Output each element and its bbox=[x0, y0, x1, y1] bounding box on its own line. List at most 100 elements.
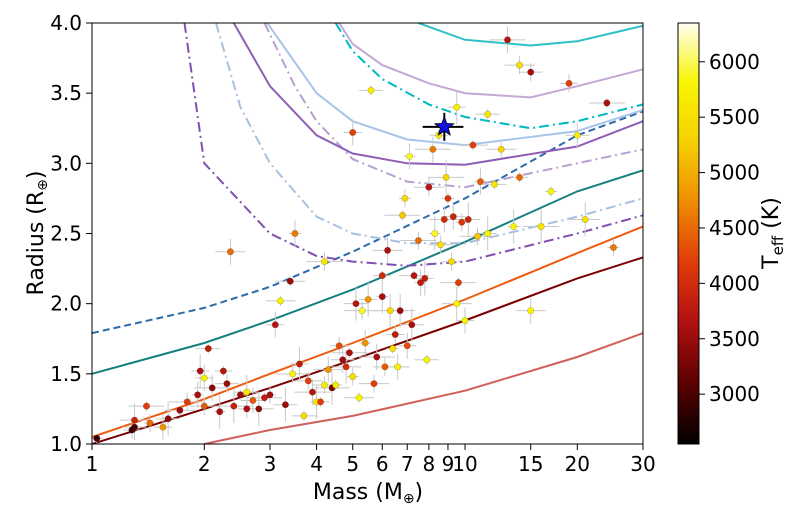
plot-background bbox=[92, 23, 643, 444]
planet-point bbox=[320, 381, 328, 389]
planet-point bbox=[358, 307, 366, 315]
planet-point bbox=[464, 215, 472, 223]
planet-point bbox=[454, 279, 462, 287]
planet-point bbox=[361, 339, 369, 347]
planet-point bbox=[491, 180, 499, 188]
planet-point bbox=[219, 367, 227, 375]
planet-point bbox=[226, 248, 234, 256]
planet-point bbox=[396, 307, 404, 315]
x-axis: 1 2 3 4 5 6 7 8 910 15 20 30 bbox=[86, 444, 656, 476]
planet-point bbox=[281, 401, 289, 409]
x-tick-label: 10 bbox=[452, 452, 477, 476]
planet-point bbox=[469, 141, 477, 149]
planet-point bbox=[378, 272, 386, 280]
planet-point bbox=[143, 402, 151, 410]
planet-point bbox=[516, 61, 524, 69]
planet-point bbox=[345, 349, 353, 357]
x-tick-label: 7 bbox=[401, 452, 414, 476]
planet-point bbox=[335, 342, 343, 350]
colorbar-tick-label: 3500 bbox=[709, 327, 760, 351]
x-tick-label: 2 bbox=[198, 452, 211, 476]
planet-point bbox=[271, 321, 279, 329]
planet-point bbox=[176, 406, 184, 414]
planet-point bbox=[317, 398, 325, 406]
planet-point bbox=[236, 391, 244, 399]
y-axis-label: Radius (R⊕) bbox=[24, 171, 51, 296]
planet-point bbox=[449, 213, 457, 221]
planet-point bbox=[537, 222, 545, 230]
x-tick-label: 8 bbox=[423, 452, 436, 476]
model-curve-5 bbox=[92, 110, 643, 335]
model-curve-10 bbox=[232, 23, 643, 166]
colorbar-label: Teff (K) bbox=[759, 197, 787, 270]
x-tick-label: 1 bbox=[86, 452, 99, 476]
model-curve-6 bbox=[183, 23, 643, 267]
planet-point bbox=[401, 194, 409, 202]
planet-point bbox=[304, 377, 312, 385]
planet-point bbox=[527, 68, 535, 76]
planet-point bbox=[223, 380, 231, 388]
planet-point bbox=[296, 360, 304, 368]
model-curve-1 bbox=[204, 332, 643, 444]
planet-point bbox=[444, 194, 452, 202]
x-tick-label: 5 bbox=[346, 452, 359, 476]
planet-point bbox=[260, 394, 268, 402]
colorbar-tick-label: 6000 bbox=[709, 50, 760, 74]
x-tick-label: 4 bbox=[310, 452, 323, 476]
colorbar bbox=[677, 22, 700, 445]
planet-point bbox=[131, 423, 139, 431]
planet-point bbox=[414, 237, 422, 245]
data-points bbox=[93, 36, 617, 442]
planet-point bbox=[266, 391, 274, 399]
planet-point bbox=[291, 230, 299, 238]
planet-point bbox=[339, 356, 347, 364]
planet-point bbox=[93, 434, 101, 442]
planet-point bbox=[408, 321, 416, 329]
planet-point bbox=[573, 131, 581, 139]
planet-point bbox=[440, 215, 448, 223]
planet-point bbox=[367, 86, 375, 94]
planet-point bbox=[300, 412, 308, 420]
y-axis: 1.0 1.5 2.0 2.5 3.0 3.5 4.0 bbox=[50, 11, 92, 456]
planet-point bbox=[423, 356, 431, 364]
model-curve-12 bbox=[338, 23, 643, 99]
planet-point bbox=[146, 419, 154, 427]
planet-point bbox=[183, 398, 191, 406]
x-tick-label: 30 bbox=[630, 452, 655, 476]
planet-point bbox=[609, 244, 617, 252]
planet-point bbox=[421, 274, 429, 282]
planet-point bbox=[448, 258, 456, 266]
planet-point bbox=[216, 408, 224, 416]
planet-point bbox=[504, 36, 512, 44]
planet-point bbox=[406, 152, 414, 160]
planet-point bbox=[320, 258, 328, 266]
planet-point bbox=[243, 405, 251, 413]
planet-point bbox=[208, 384, 216, 392]
y-tick-label: 2.5 bbox=[50, 222, 82, 246]
planet-point bbox=[373, 353, 381, 361]
planet-point bbox=[289, 370, 297, 378]
y-tick-label: 1.0 bbox=[50, 432, 82, 456]
planet-point bbox=[453, 300, 461, 308]
planet-point bbox=[159, 423, 167, 431]
planet-point bbox=[461, 317, 469, 325]
planet-point bbox=[276, 297, 284, 305]
planet-point bbox=[384, 246, 392, 254]
y-tick-label: 4.0 bbox=[50, 11, 82, 35]
planet-point bbox=[391, 331, 399, 339]
planet-point bbox=[442, 173, 450, 181]
planet-point bbox=[324, 366, 332, 374]
planet-point bbox=[200, 374, 208, 382]
planet-point bbox=[364, 295, 372, 303]
planet-point bbox=[516, 173, 524, 181]
planet-point bbox=[403, 342, 411, 350]
planet-point bbox=[386, 307, 394, 315]
planet-point bbox=[417, 279, 425, 287]
highlighted-planet bbox=[422, 112, 464, 141]
model-curve-7 bbox=[215, 23, 643, 245]
planet-point bbox=[230, 402, 238, 410]
planet-point bbox=[484, 110, 492, 118]
planet-point bbox=[349, 373, 357, 381]
